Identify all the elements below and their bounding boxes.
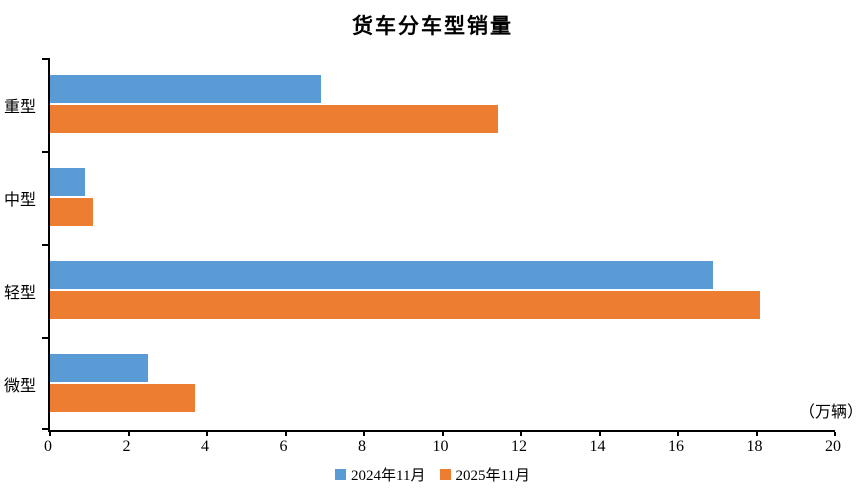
x-axis-tick bbox=[834, 432, 836, 436]
unit-label: （万辆） bbox=[798, 404, 863, 421]
legend-swatch bbox=[439, 469, 451, 480]
legend-label: 2024年11月 bbox=[351, 468, 426, 484]
x-axis-tick bbox=[49, 432, 51, 436]
x-axis-label: 6 bbox=[279, 438, 288, 455]
legend-swatch bbox=[335, 469, 347, 480]
bar-2025年11月-重型 bbox=[50, 105, 498, 133]
y-axis-tick bbox=[42, 337, 50, 339]
x-axis-label: 16 bbox=[668, 438, 684, 455]
y-axis-label: 微型 bbox=[3, 377, 36, 395]
bar-2025年11月-中型 bbox=[50, 198, 94, 226]
bar-2024年11月-微型 bbox=[50, 354, 149, 382]
legend-item: 2025年11月 bbox=[439, 464, 530, 485]
x-axis-label: 18 bbox=[746, 438, 763, 455]
bar-2024年11月-重型 bbox=[50, 75, 321, 103]
x-axis-label: 12 bbox=[511, 438, 527, 455]
legend: 2024年11月 2025年11月 bbox=[0, 464, 865, 485]
bar-2024年11月-中型 bbox=[50, 168, 86, 196]
x-axis-label: 20 bbox=[825, 438, 841, 455]
x-axis-tick bbox=[441, 432, 444, 436]
y-axis-label: 重型 bbox=[3, 98, 36, 116]
x-axis-tick bbox=[598, 432, 601, 436]
x-axis-label: 8 bbox=[358, 438, 366, 455]
y-axis-label: 中型 bbox=[3, 191, 36, 209]
bar-2025年11月-微型 bbox=[50, 384, 196, 412]
x-axis-label: 10 bbox=[432, 438, 449, 455]
legend-label: 2025年11月 bbox=[455, 468, 530, 484]
y-axis-tick bbox=[42, 58, 50, 60]
x-axis-label: 4 bbox=[201, 438, 209, 455]
x-axis-tick bbox=[363, 432, 365, 436]
x-axis-tick bbox=[127, 432, 130, 436]
x-axis-label: 2 bbox=[122, 438, 131, 455]
legend-item: 2024年11月 bbox=[335, 464, 426, 485]
x-axis-tick bbox=[520, 432, 522, 436]
y-axis-tick bbox=[42, 428, 50, 430]
x-axis-tick bbox=[677, 432, 679, 436]
chart-title: 货车分车型销量 bbox=[352, 14, 513, 38]
bar-2024年11月-轻型 bbox=[50, 261, 714, 289]
y-axis-label: 轻型 bbox=[3, 284, 36, 302]
x-axis-labels: 0 2 4 6 8 10 12 14 16 18 20 bbox=[44, 438, 841, 458]
x-axis-tick bbox=[206, 432, 208, 436]
bar-2025年11月-轻型 bbox=[50, 291, 761, 319]
x-axis-label: 0 bbox=[44, 438, 52, 455]
x-axis-tick bbox=[284, 432, 287, 436]
x-axis-label: 14 bbox=[589, 438, 606, 455]
y-axis-tick bbox=[42, 151, 50, 153]
x-axis-tick bbox=[755, 432, 758, 436]
y-axis-tick bbox=[42, 244, 50, 246]
plot-area bbox=[42, 58, 836, 436]
y-axis-labels: 重型 中型 轻型 微型 bbox=[0, 58, 42, 430]
